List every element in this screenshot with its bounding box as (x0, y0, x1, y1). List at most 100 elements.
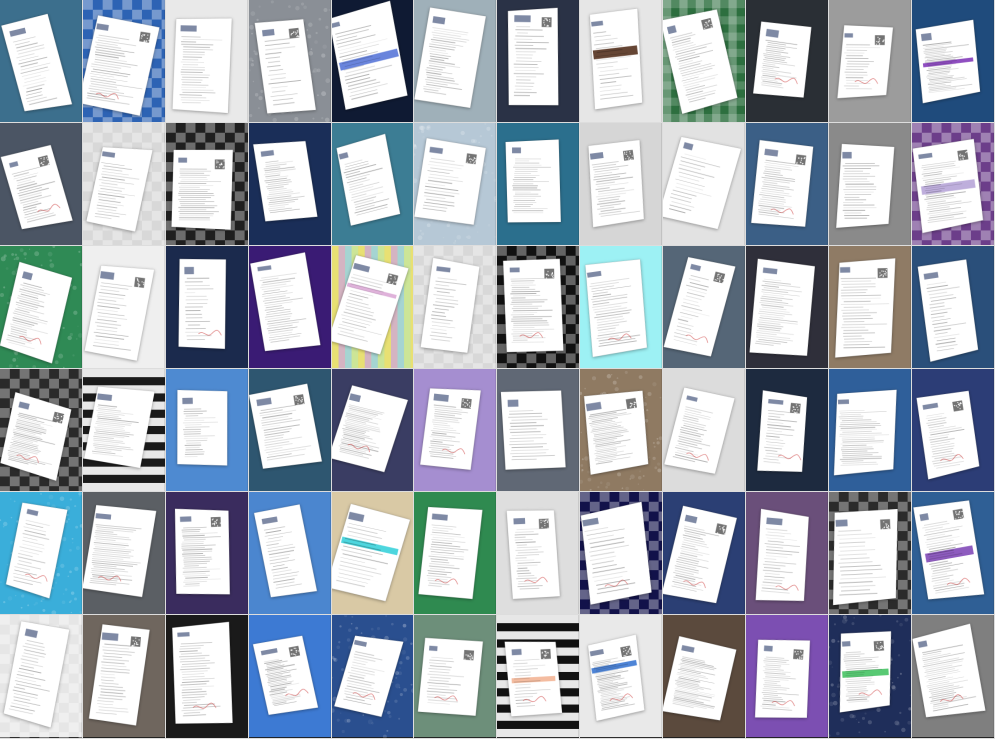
mosaic-tile (580, 369, 664, 493)
mosaic-tile (497, 492, 581, 616)
tile-photo (0, 615, 82, 738)
tile-photo (497, 0, 580, 123)
tile-photo (248, 0, 331, 123)
mosaic-tile (248, 615, 332, 739)
mosaic-tile (331, 492, 415, 616)
mosaic-tile (165, 246, 249, 370)
tile-photo (248, 123, 331, 246)
mosaic-tile (497, 123, 581, 247)
mosaic-tile (497, 615, 581, 739)
mosaic-tile (331, 615, 415, 739)
mosaic-tile (248, 123, 332, 247)
tile-photo (0, 0, 82, 123)
mosaic-tile (663, 123, 747, 247)
mosaic-tile (165, 123, 249, 247)
tile-photo (165, 369, 248, 492)
tile-photo (911, 615, 994, 738)
mosaic-tile (746, 615, 829, 739)
tile-photo (580, 369, 663, 492)
mosaic-tile (911, 369, 995, 493)
tile-photo (414, 246, 497, 369)
mosaic-tile (663, 0, 747, 124)
tile-photo (911, 246, 994, 369)
mosaic-tile (414, 369, 498, 493)
tile-photo (165, 246, 248, 369)
mosaic-tile (0, 492, 83, 616)
mosaic-tile (248, 369, 332, 493)
tile-photo (497, 123, 580, 246)
mosaic-tile (746, 369, 829, 493)
tile-photo (165, 492, 248, 615)
tile-photo (828, 369, 911, 492)
mosaic-tile (248, 0, 332, 124)
mosaic-tile (331, 246, 415, 370)
mosaic-tile (0, 369, 83, 493)
tile-photo (165, 615, 248, 738)
tile-photo (248, 615, 331, 738)
tile-photo (414, 615, 497, 738)
mosaic-tile (911, 615, 995, 739)
mosaic-tile (331, 123, 415, 247)
mosaic-tile (663, 369, 747, 493)
tile-photo (331, 0, 414, 123)
tile-photo (248, 369, 331, 492)
mosaic-tile (414, 0, 498, 124)
mosaic-tile (580, 0, 664, 124)
tile-photo (911, 492, 994, 615)
tile-photo (0, 246, 82, 369)
mosaic-tile (663, 492, 747, 616)
tile-photo (828, 492, 911, 615)
mosaic-tile (414, 492, 498, 616)
tile-photo (82, 492, 165, 615)
mosaic-tile (828, 615, 912, 739)
tile-photo (414, 369, 497, 492)
tile-photo (497, 492, 580, 615)
mosaic-tile (911, 492, 995, 616)
tile-photo (82, 246, 165, 369)
tile-photo (580, 0, 663, 123)
mosaic-tile (828, 0, 912, 124)
mosaic-tile (828, 246, 912, 370)
tile-photo (165, 123, 248, 246)
tile-photo (746, 246, 828, 369)
mosaic-tile (497, 246, 581, 370)
tile-photo (82, 369, 165, 492)
mosaic-tile (663, 615, 747, 739)
mosaic-tile (82, 492, 166, 616)
tile-photo (746, 0, 828, 123)
mosaic-tile (911, 123, 995, 247)
tile-photo (331, 246, 414, 369)
mosaic-tile (0, 246, 83, 370)
tile-photo (82, 0, 165, 123)
tile-photo (663, 492, 746, 615)
tile-photo (0, 492, 82, 615)
tile-photo (911, 123, 994, 246)
mosaic-tile (331, 369, 415, 493)
mosaic-tile (331, 0, 415, 124)
mosaic-tile (580, 492, 664, 616)
tile-photo (82, 123, 165, 246)
mosaic-tile (82, 369, 166, 493)
mosaic-tile (0, 0, 83, 124)
tile-photo (828, 246, 911, 369)
tile-photo (0, 123, 82, 246)
mosaic-tile (0, 615, 83, 739)
tile-photo (248, 492, 331, 615)
tile-photo (663, 615, 746, 738)
mosaic-tile (580, 246, 664, 370)
tile-photo (414, 0, 497, 123)
mosaic-tile (165, 492, 249, 616)
mosaic-tile (248, 246, 332, 370)
tile-photo (248, 246, 331, 369)
tile-photo (828, 123, 911, 246)
mosaic-tile (746, 246, 829, 370)
mosaic-tile (828, 369, 912, 493)
tile-photo (663, 0, 746, 123)
mosaic-tile (911, 0, 995, 124)
tile-photo (497, 246, 580, 369)
mosaic-tile (414, 246, 498, 370)
tile-photo (497, 369, 580, 492)
tile-photo (580, 492, 663, 615)
mosaic-tile (82, 123, 166, 247)
